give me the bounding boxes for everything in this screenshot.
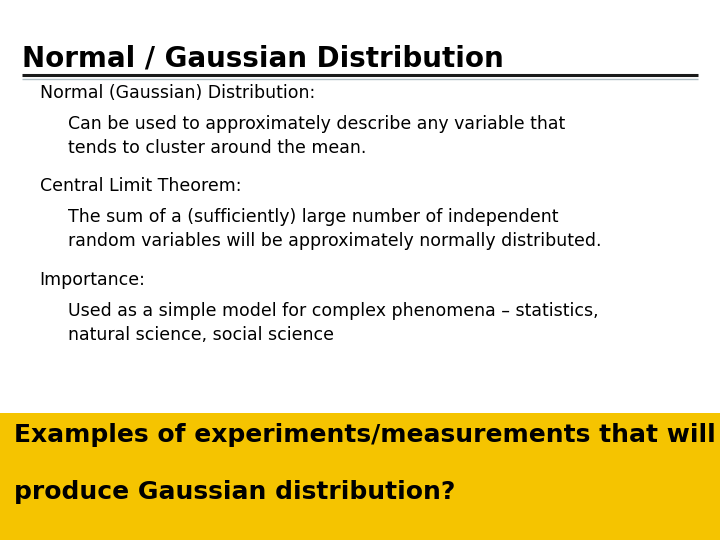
Text: tends to cluster around the mean.: tends to cluster around the mean. — [68, 139, 366, 157]
Text: Can be used to approximately describe any variable that: Can be used to approximately describe an… — [68, 115, 566, 133]
Text: The sum of a (sufficiently) large number of independent: The sum of a (sufficiently) large number… — [68, 208, 559, 226]
Text: random variables will be approximately normally distributed.: random variables will be approximately n… — [68, 232, 602, 250]
Text: Central Limit Theorem:: Central Limit Theorem: — [40, 177, 241, 195]
Text: Importance:: Importance: — [40, 271, 145, 288]
Text: Used as a simple model for complex phenomena – statistics,: Used as a simple model for complex pheno… — [68, 302, 599, 320]
Text: natural science, social science: natural science, social science — [68, 326, 334, 343]
Text: Normal (Gaussian) Distribution:: Normal (Gaussian) Distribution: — [40, 84, 315, 102]
Text: produce Gaussian distribution?: produce Gaussian distribution? — [14, 480, 456, 503]
Bar — [0, 413, 720, 540]
Text: Examples of experiments/measurements that will: Examples of experiments/measurements tha… — [14, 423, 716, 447]
Text: Normal / Gaussian Distribution: Normal / Gaussian Distribution — [22, 44, 503, 72]
